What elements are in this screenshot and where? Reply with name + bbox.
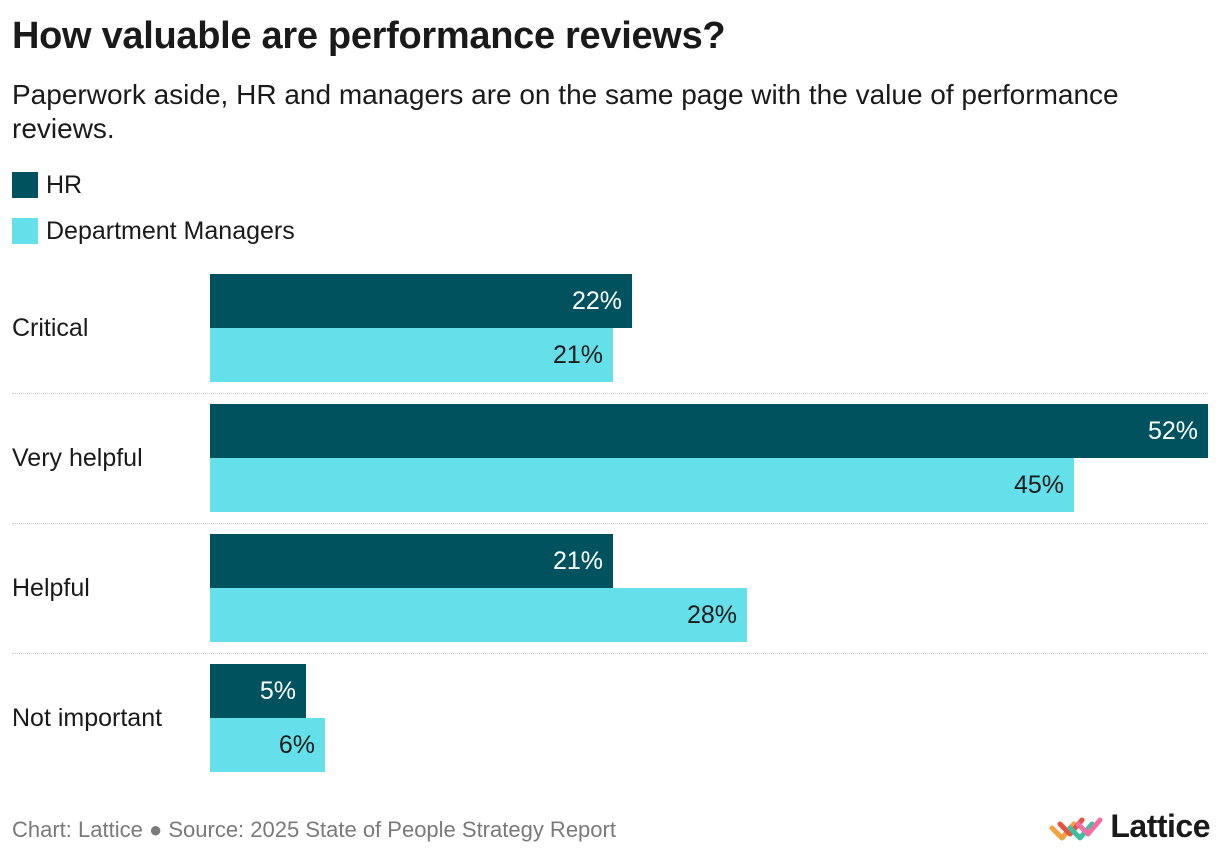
data-label-hr-critical: 22% [571,287,622,315]
legend: HR Department Managers [12,170,295,262]
category-label-helpful: Helpful [12,574,90,602]
bar-chart: Critical 22% 21% Very helpful 52% 45% Helpful 2… [12,274,1208,772]
data-label-managers-very-helpful: 45% [1013,471,1064,499]
bar-managers-helpful [210,588,747,642]
legend-item-managers: Department Managers [12,216,295,246]
data-label-managers-helpful: 28% [686,601,737,629]
group-separator [12,393,1208,394]
legend-label-managers: Department Managers [46,216,295,245]
legend-item-hr: HR [12,170,295,200]
lattice-logo-text: Lattice [1110,808,1210,844]
legend-swatch-managers [12,218,38,244]
bar-managers-very-helpful [210,458,1074,512]
legend-label-hr: HR [46,170,83,199]
data-label-hr-not-important: 5% [259,677,296,705]
bar-hr-critical [210,274,632,328]
bar-managers-critical [210,328,613,382]
category-label-not-important: Not important [12,704,163,732]
group-separator [12,653,1208,654]
data-label-managers-critical: 21% [552,341,603,369]
bar-hr-very-helpful [210,404,1208,458]
chart-title: How valuable are performance reviews? [12,15,726,57]
data-label-managers-not-important: 6% [278,731,315,759]
bar-hr-not-important [210,664,306,718]
data-label-hr-helpful: 21% [552,547,603,575]
category-label-very-helpful: Very helpful [12,444,143,472]
bar-managers-not-important [210,718,325,772]
lattice-logo: Lattice [1048,808,1210,845]
data-label-hr-very-helpful: 52% [1147,417,1198,445]
chart-source: Chart: Lattice ● Source: 2025 State of P… [12,817,616,842]
legend-swatch-hr [12,172,38,198]
category-label-critical: Critical [12,314,89,342]
bar-hr-helpful [210,534,613,588]
lattice-logo-icon [1049,817,1103,840]
chart-subtitle: Paperwork aside, HR and managers are on … [12,79,1119,144]
group-separator [12,523,1208,524]
